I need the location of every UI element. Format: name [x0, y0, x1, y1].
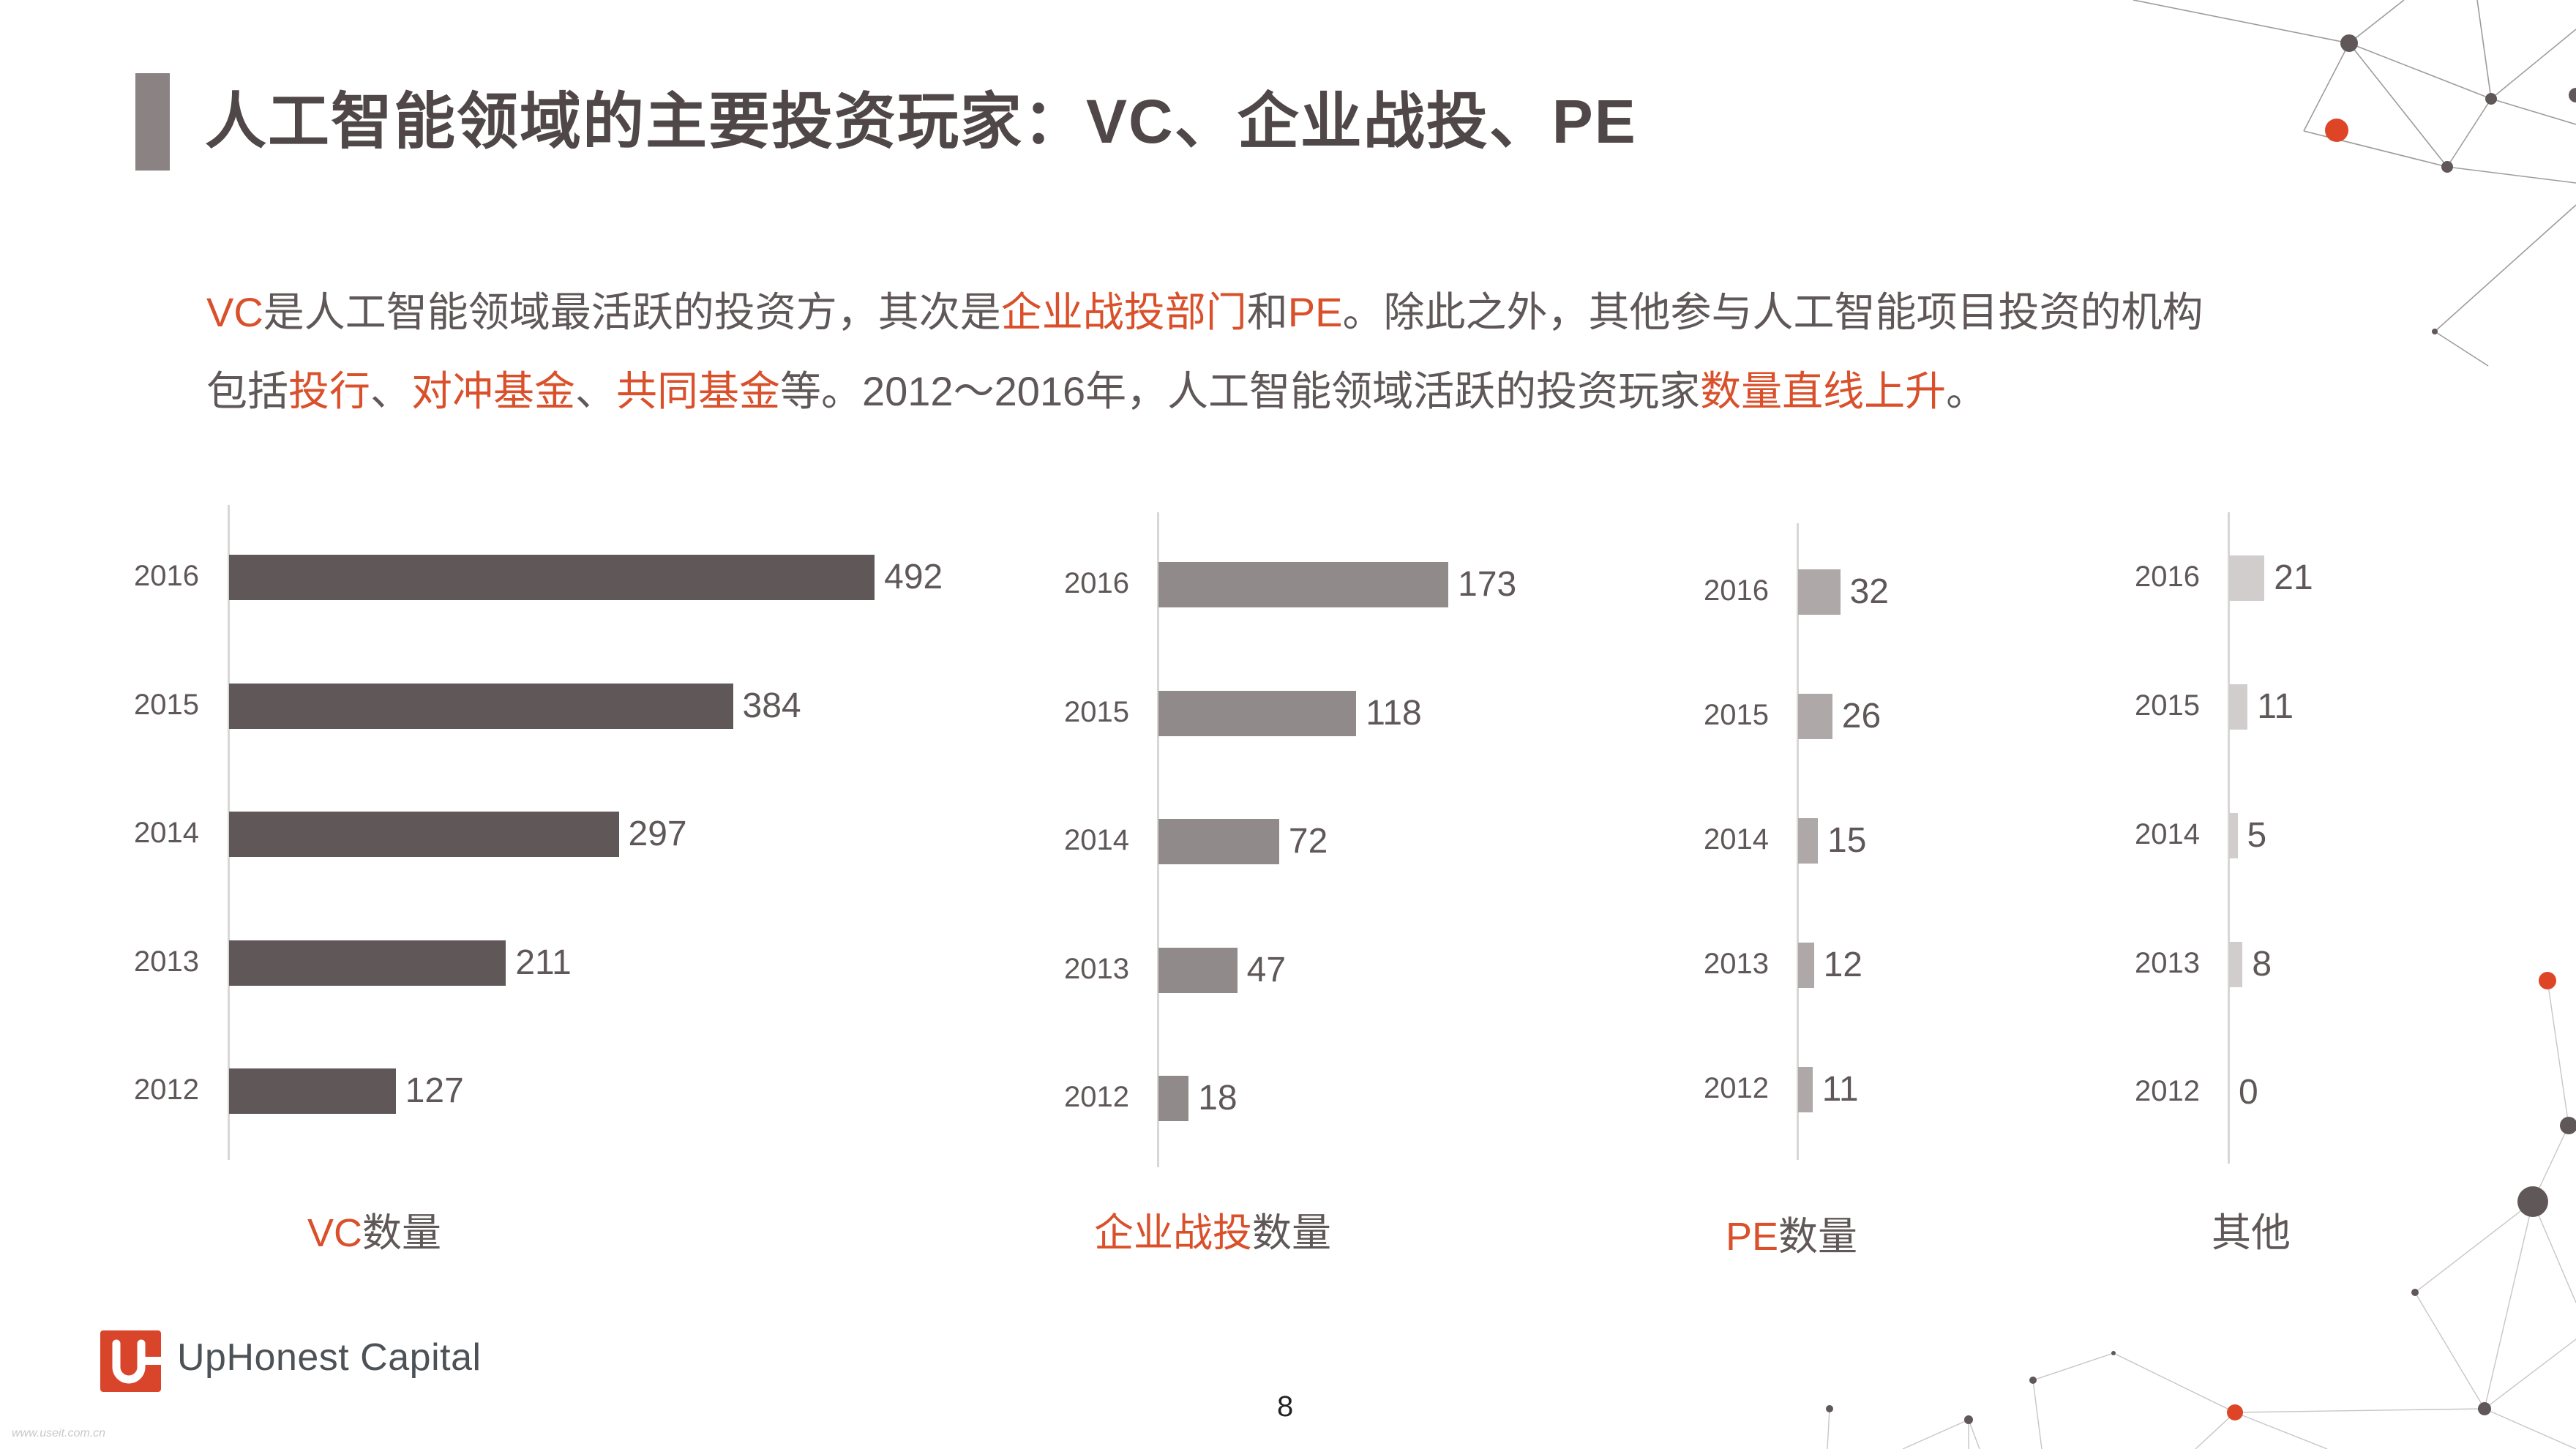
bar: [1158, 562, 1449, 607]
value-label: 173: [1458, 565, 1517, 604]
value-label: 118: [1366, 694, 1422, 733]
caption-segment: 企业战投: [1094, 1211, 1252, 1255]
text-segment: 。: [1946, 368, 1988, 414]
text-segment: 是人工智能领域最活跃的投资方，其次是: [263, 289, 1001, 335]
watermark: www.useit.com.cn: [12, 1427, 106, 1439]
chart-axis: [228, 505, 230, 1160]
text-segment: 对冲基金: [411, 368, 575, 414]
bar: [229, 684, 733, 729]
text-segment: 企业战投部门: [1000, 289, 1247, 335]
bar: [1798, 818, 1818, 864]
text-segment: 投行: [288, 368, 370, 414]
category-label: 2012: [1704, 1072, 1769, 1104]
text-segment: 、: [370, 368, 411, 414]
chart-axis: [1797, 523, 1799, 1160]
category-label: 2014: [1064, 824, 1129, 856]
u-logo-icon: [112, 1339, 161, 1384]
value-label: 18: [1198, 1079, 1238, 1117]
category-label: 2014: [134, 817, 199, 849]
value-label: 47: [1246, 951, 1287, 989]
category-label: 2014: [1704, 823, 1769, 855]
value-label: 72: [1288, 822, 1328, 861]
text-segment: 、: [575, 368, 616, 414]
value-label: 32: [1849, 572, 1889, 611]
bar: [1158, 691, 1357, 736]
company-name: UpHonest Capital: [177, 1336, 482, 1379]
category-label: 2015: [1704, 699, 1769, 731]
page-number: 8: [1277, 1390, 1294, 1423]
value-label: 127: [405, 1071, 464, 1110]
category-label: 2013: [1064, 953, 1129, 985]
chart-axis: [2228, 512, 2230, 1164]
bar: [2229, 555, 2265, 601]
chart-caption: 企业战投数量: [1094, 1200, 1331, 1258]
value-label: 26: [1841, 697, 1882, 735]
bar: [229, 812, 619, 857]
caption-segment: PE: [1726, 1215, 1779, 1259]
caption-segment: 数量: [362, 1211, 442, 1255]
category-label: 2015: [134, 689, 199, 721]
category-label: 2013: [2135, 947, 2200, 979]
value-label: 21: [2274, 558, 2313, 597]
category-label: 2015: [1064, 696, 1129, 728]
value-label: 15: [1827, 821, 1867, 860]
logo-mark: [100, 1330, 161, 1392]
value-label: 12: [1823, 946, 1862, 984]
category-label: 2012: [134, 1074, 199, 1106]
chart-caption: 其他: [2212, 1200, 2291, 1258]
caption-segment: 数量: [1778, 1215, 1858, 1259]
bar: [1798, 943, 1814, 988]
category-label: 2016: [1704, 574, 1769, 607]
value-label: 11: [1821, 1070, 1859, 1109]
bar: [1798, 694, 1832, 739]
chart-caption: PE数量: [1726, 1204, 1857, 1262]
description-line-2: 包括投行、对冲基金、共同基金等。2012～2016年，人工智能领域活跃的投资玩家…: [206, 359, 1987, 418]
page-title: 人工智能领域的主要投资玩家：VC、企业战投、PE: [205, 87, 1637, 156]
category-label: 2013: [134, 946, 199, 978]
text-segment: 。除此之外，其他参与人工智能项目投资的机构: [1342, 289, 2204, 335]
value-label: 492: [884, 558, 943, 596]
value-label: 0: [2239, 1073, 2258, 1112]
text-segment: VC: [206, 289, 263, 335]
bar: [2229, 942, 2243, 987]
caption-segment: VC: [307, 1211, 363, 1255]
value-label: 297: [628, 815, 687, 853]
text-segment: 包括: [206, 368, 288, 414]
title-accent-bar: [135, 73, 170, 171]
caption-segment: 其他: [2212, 1211, 2291, 1255]
bar: [1158, 819, 1279, 864]
bar: [1798, 1067, 1813, 1112]
text-segment: 数量直线上升: [1700, 368, 1947, 414]
text-segment: 共同基金: [616, 368, 780, 414]
chart-caption: VC数量: [307, 1200, 441, 1258]
category-label: 2016: [1064, 567, 1129, 599]
value-label: 384: [742, 686, 801, 725]
bar: [229, 1068, 396, 1114]
value-label: 211: [515, 943, 572, 982]
bar: [229, 940, 506, 986]
chart-axis: [1157, 512, 1159, 1167]
text-segment: 等。2012～2016年，人工智能领域活跃的投资玩家: [780, 368, 1701, 414]
category-label: 2012: [1064, 1081, 1129, 1113]
category-label: 2012: [2135, 1075, 2200, 1107]
bar: [1158, 1076, 1189, 1121]
value-label: 8: [2252, 945, 2272, 984]
bar: [229, 555, 875, 600]
category-label: 2015: [2135, 689, 2200, 722]
category-label: 2016: [134, 560, 199, 592]
value-label: 5: [2247, 816, 2267, 855]
description-line-1: VC是人工智能领域最活跃的投资方，其次是企业战投部门和PE。除此之外，其他参与人…: [206, 280, 2204, 339]
category-label: 2013: [1704, 948, 1769, 980]
bar: [2229, 813, 2238, 858]
bar: [1158, 948, 1238, 993]
category-label: 2016: [2135, 561, 2200, 593]
value-label: 11: [2257, 687, 2294, 726]
text-segment: 和: [1246, 289, 1288, 335]
bar: [1798, 569, 1841, 615]
category-label: 2014: [2135, 818, 2200, 850]
text-segment: PE: [1287, 289, 1343, 335]
caption-segment: 数量: [1252, 1211, 1331, 1255]
bar: [2229, 684, 2248, 730]
